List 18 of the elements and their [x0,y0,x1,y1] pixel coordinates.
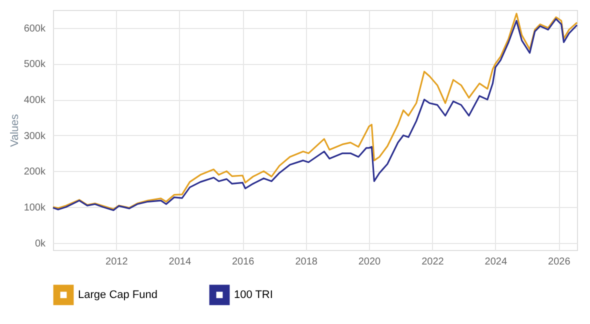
x-tick-label: 2018 [295,256,318,268]
x-tick-label: 2026 [548,256,571,268]
legend-label: Large Cap Fund [78,288,158,301]
x-tick-label: 2020 [358,256,382,268]
x-tick-label: 2024 [484,256,508,268]
x-tick-label: 2016 [232,256,255,268]
x-tick-label: 2022 [422,256,444,268]
y-tick-label: 500k [24,59,46,70]
y-axis-title: Values [8,114,21,147]
y-tick-label: 200k [24,166,46,178]
y-tick-label: 400k [24,95,46,106]
y-tick-label: 600k [24,23,46,34]
y-tick-label: 300k [24,130,46,142]
x-tick-label: 2012 [106,256,128,268]
y-tick-label: 100k [24,202,46,214]
legend-label: 100 TRI [234,288,273,301]
x-tick-label: 2014 [168,256,192,268]
y-tick-label: 0k [34,238,46,250]
